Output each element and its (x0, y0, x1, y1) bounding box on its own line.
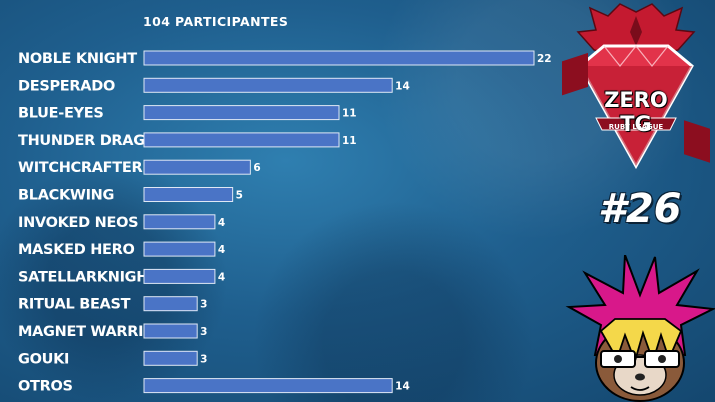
category-label: SATELLARKNIGHT (18, 269, 158, 285)
category-label: BLACKWING (18, 188, 114, 204)
bar (143, 350, 198, 366)
bar (143, 296, 198, 312)
value-label: 3 (200, 326, 207, 338)
value-label: 4 (218, 271, 225, 283)
category-label: INVOKED NEOS (18, 215, 138, 231)
value-label: 4 (218, 217, 225, 229)
value-label: 11 (342, 108, 357, 120)
participants-count: 104 PARTICIPANTES (143, 14, 289, 29)
category-label: DESPERADO (18, 78, 115, 94)
logo-subtitle: RUBY LEAGUE (608, 123, 664, 131)
category-label: BLUE-EYES (18, 106, 104, 122)
value-label: 5 (236, 190, 243, 202)
bar (143, 105, 340, 121)
yugi-raccoon-mascot (565, 255, 715, 402)
category-label: WITCHCRAFTER (18, 160, 142, 176)
value-label: 4 (218, 244, 225, 256)
bar (143, 241, 216, 257)
category-label: RITUAL BEAST (18, 297, 131, 313)
value-label: 11 (342, 135, 357, 147)
value-label: 22 (537, 53, 552, 65)
bar (143, 132, 340, 148)
bar (143, 268, 216, 284)
value-label: 14 (395, 381, 410, 393)
bar (143, 378, 393, 394)
value-label: 3 (200, 299, 207, 311)
bar (143, 214, 216, 230)
category-label: GOUKI (18, 351, 69, 367)
category-label: MAGNET WARRIOR (18, 324, 166, 340)
bar (143, 159, 251, 175)
category-label: OTROS (18, 379, 73, 395)
category-label: NOBLE KNIGHT (18, 51, 137, 67)
category-label: MASKED HERO (18, 242, 135, 258)
bar (143, 323, 198, 339)
value-label: 6 (253, 162, 260, 174)
bar (143, 187, 234, 202)
bar (143, 77, 393, 93)
bar (143, 50, 535, 66)
category-label: THUNDER DRAGON (18, 133, 169, 149)
episode-number: #26 (598, 186, 682, 232)
logo-title: ZERO TG (604, 88, 668, 136)
value-label: 14 (395, 80, 410, 92)
zero-tg-logo (562, 3, 710, 170)
value-label: 3 (200, 353, 207, 365)
